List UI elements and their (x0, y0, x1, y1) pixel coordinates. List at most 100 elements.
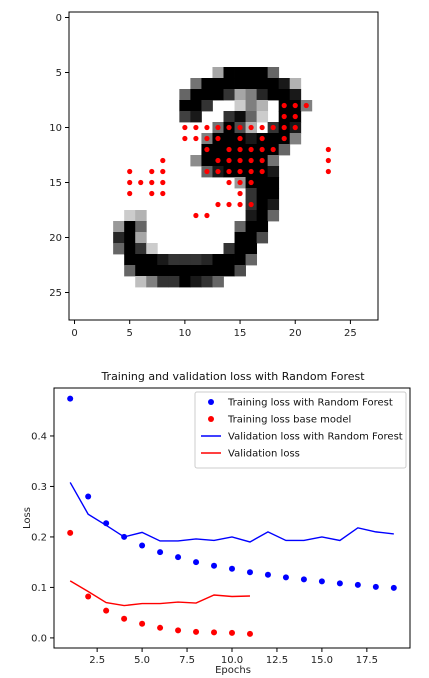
heatmap-marker-point (149, 190, 155, 197)
heatmap-marker-point (215, 157, 221, 164)
loss-series-point (67, 395, 74, 402)
heatmap-pixel (179, 111, 191, 123)
heatmap-x-tick-label: 0 (71, 328, 77, 339)
heatmap-pixel (212, 89, 224, 101)
heatmap-marker-point (248, 168, 254, 175)
heatmap-pixel (212, 276, 224, 288)
heatmap-pixel (267, 199, 280, 211)
heatmap-pixel (223, 67, 235, 79)
legend-box (194, 391, 407, 469)
heatmap-x-tick-label: 25 (344, 328, 357, 339)
heatmap-marker-point (237, 124, 243, 131)
loss-series-point (211, 562, 218, 569)
heatmap-marker-point (292, 124, 298, 131)
heatmap-pixel (190, 89, 202, 101)
heatmap-pixel (146, 276, 158, 288)
loss-series-point (157, 624, 164, 631)
heatmap-marker-point (127, 190, 133, 197)
loss-series-point (282, 574, 289, 581)
heatmap-y-tick-label: 5 (56, 68, 62, 79)
heatmap-pixel (256, 188, 269, 200)
heatmap-marker-point (248, 157, 254, 164)
loss-series-point (67, 529, 74, 536)
heatmap-marker-point (226, 168, 232, 175)
heatmap-pixel (267, 166, 280, 178)
heatmap-pixel (256, 232, 269, 244)
heatmap-markers (127, 102, 331, 219)
heatmap-marker-point (182, 135, 188, 142)
loss-x-tick-label: 17.5 (356, 655, 378, 666)
heatmap-pixel (190, 155, 202, 167)
heatmap-pixel (201, 100, 213, 112)
loss-series-point (229, 629, 235, 636)
heatmap-pixel (179, 254, 191, 266)
heatmap-pixel (124, 232, 136, 244)
heatmap-pixel (157, 254, 169, 266)
heatmap-pixel (267, 67, 280, 79)
loss-series-point (85, 493, 92, 500)
heatmap-marker-point (149, 179, 155, 186)
loss-series-point (157, 549, 164, 556)
loss-series-point (85, 593, 92, 600)
heatmap-pixel (113, 221, 125, 233)
heatmap-marker-point (281, 102, 287, 109)
loss-series-point (193, 559, 200, 566)
loss-series-point (121, 615, 128, 622)
loss-x-tick-label: 2.5 (89, 655, 105, 666)
heatmap-pixel (256, 177, 269, 189)
heatmap-x-ticks: 0 5 10 15 20 25 (71, 320, 357, 339)
heatmap-pixel (135, 221, 147, 233)
heatmap-marker-point (325, 146, 331, 153)
heatmap-marker-point (259, 146, 265, 153)
heatmap-pixel (245, 111, 258, 123)
loss-series-point (193, 628, 200, 635)
loss-x-tick-label: 10.0 (221, 655, 243, 666)
heatmap-marker-point (248, 124, 254, 131)
heatmap-pixel (135, 210, 147, 222)
heatmap-y-tick-label: 0 (56, 13, 62, 24)
loss-y-tick-label: 0.4 (31, 431, 47, 442)
loss-y-axis-label: Loss (22, 507, 33, 529)
legend-marker-swatch (208, 399, 214, 405)
heatmap-pixel (267, 155, 280, 167)
heatmap-axes-border (68, 11, 379, 321)
heatmap-pixel (190, 100, 202, 112)
loss-series-point (139, 542, 146, 549)
heatmap-pixel (157, 276, 169, 288)
heatmap-y-ticks: 0 5 10 15 20 25 (49, 13, 69, 299)
heatmap-pixel (212, 67, 224, 79)
heatmap-pixel (201, 155, 213, 167)
loss-x-tick-label: 7.5 (179, 655, 195, 666)
heatmap-marker-point (204, 168, 210, 175)
loss-series-point (139, 620, 146, 627)
loss-series-point (246, 569, 253, 576)
heatmap-pixel (135, 243, 147, 255)
heatmap-marker-point (149, 168, 155, 175)
heatmap-pixel (223, 254, 235, 266)
heatmap-pixel (234, 111, 246, 123)
heatmap-pixel (124, 254, 136, 266)
loss-series-point (354, 581, 361, 588)
heatmap-pixel (278, 144, 291, 156)
heatmap-marker-point (215, 135, 221, 142)
heatmap-marker-point (215, 124, 221, 131)
heatmap-pixel (245, 232, 258, 244)
loss-series-point (175, 627, 182, 634)
loss-x-tick-label: 5.0 (134, 655, 150, 666)
heatmap-pixel (212, 254, 224, 266)
loss-series-point (264, 571, 271, 578)
heatmap-pixel (168, 265, 180, 277)
heatmap-pixel (234, 265, 246, 277)
heatmap-pixel (256, 111, 269, 123)
heatmap-pixel (223, 243, 235, 255)
loss-x-tick-label: 12.5 (266, 655, 288, 666)
loss-series-point (300, 576, 307, 583)
loss-series-point (103, 607, 110, 614)
heatmap-pixel (289, 89, 302, 101)
loss-y-tick-label: 0.1 (31, 583, 47, 594)
heatmap-pixel (135, 254, 147, 266)
heatmap-pixel (223, 133, 235, 145)
heatmap-pixel (289, 133, 302, 145)
heatmap-marker-point (281, 113, 287, 120)
heatmap-marker-point (270, 146, 276, 153)
